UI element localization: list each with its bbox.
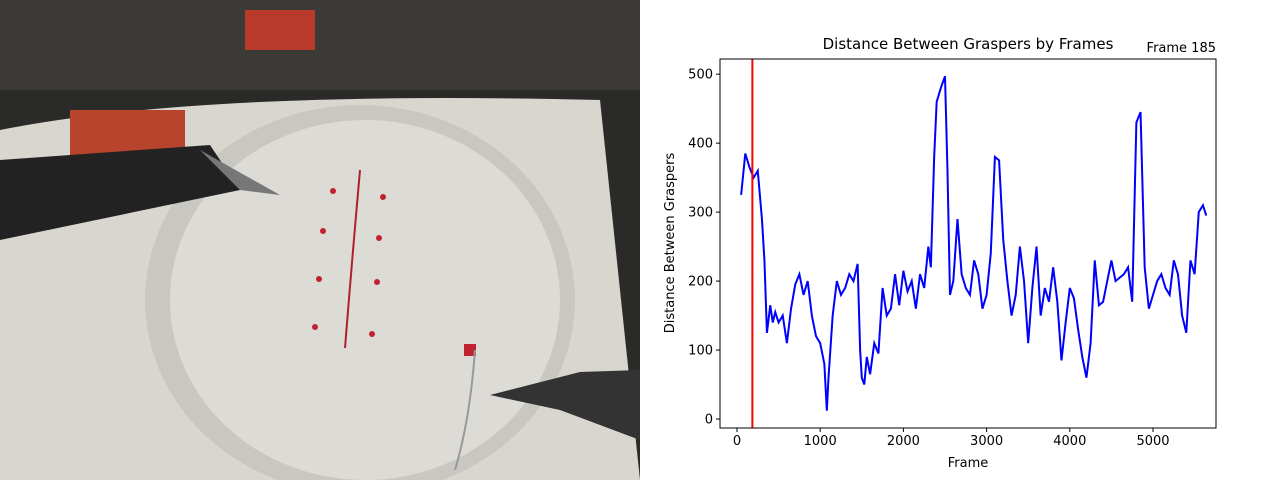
y-tick-label: 200: [688, 275, 713, 290]
chart-title: Distance Between Graspers by Frames: [823, 35, 1114, 53]
frame-annotation: Frame 185: [1147, 41, 1216, 56]
x-tick-label: 3000: [970, 434, 1003, 449]
video-frame: [0, 0, 640, 480]
y-tick-label: 100: [688, 344, 713, 359]
x-tick-label: 0: [733, 434, 741, 449]
chart: Distance Between Graspers by Frames Fram…: [663, 35, 1217, 471]
x-tick-label: 5000: [1136, 434, 1169, 449]
y-tick-label: 400: [688, 137, 713, 152]
data-line: [740, 75, 1208, 411]
x-tick-label: 2000: [887, 434, 920, 449]
y-tick-label: 500: [688, 68, 713, 83]
plot-frame: [719, 58, 1217, 429]
x-tick-label: 4000: [1053, 434, 1086, 449]
x-axis-label: Frame: [948, 456, 989, 471]
y-tick-label: 0: [705, 413, 713, 428]
y-tick-label: 300: [688, 206, 713, 221]
y-axis-label: Distance Between Graspers: [663, 153, 678, 334]
x-tick-label: 1000: [804, 434, 837, 449]
